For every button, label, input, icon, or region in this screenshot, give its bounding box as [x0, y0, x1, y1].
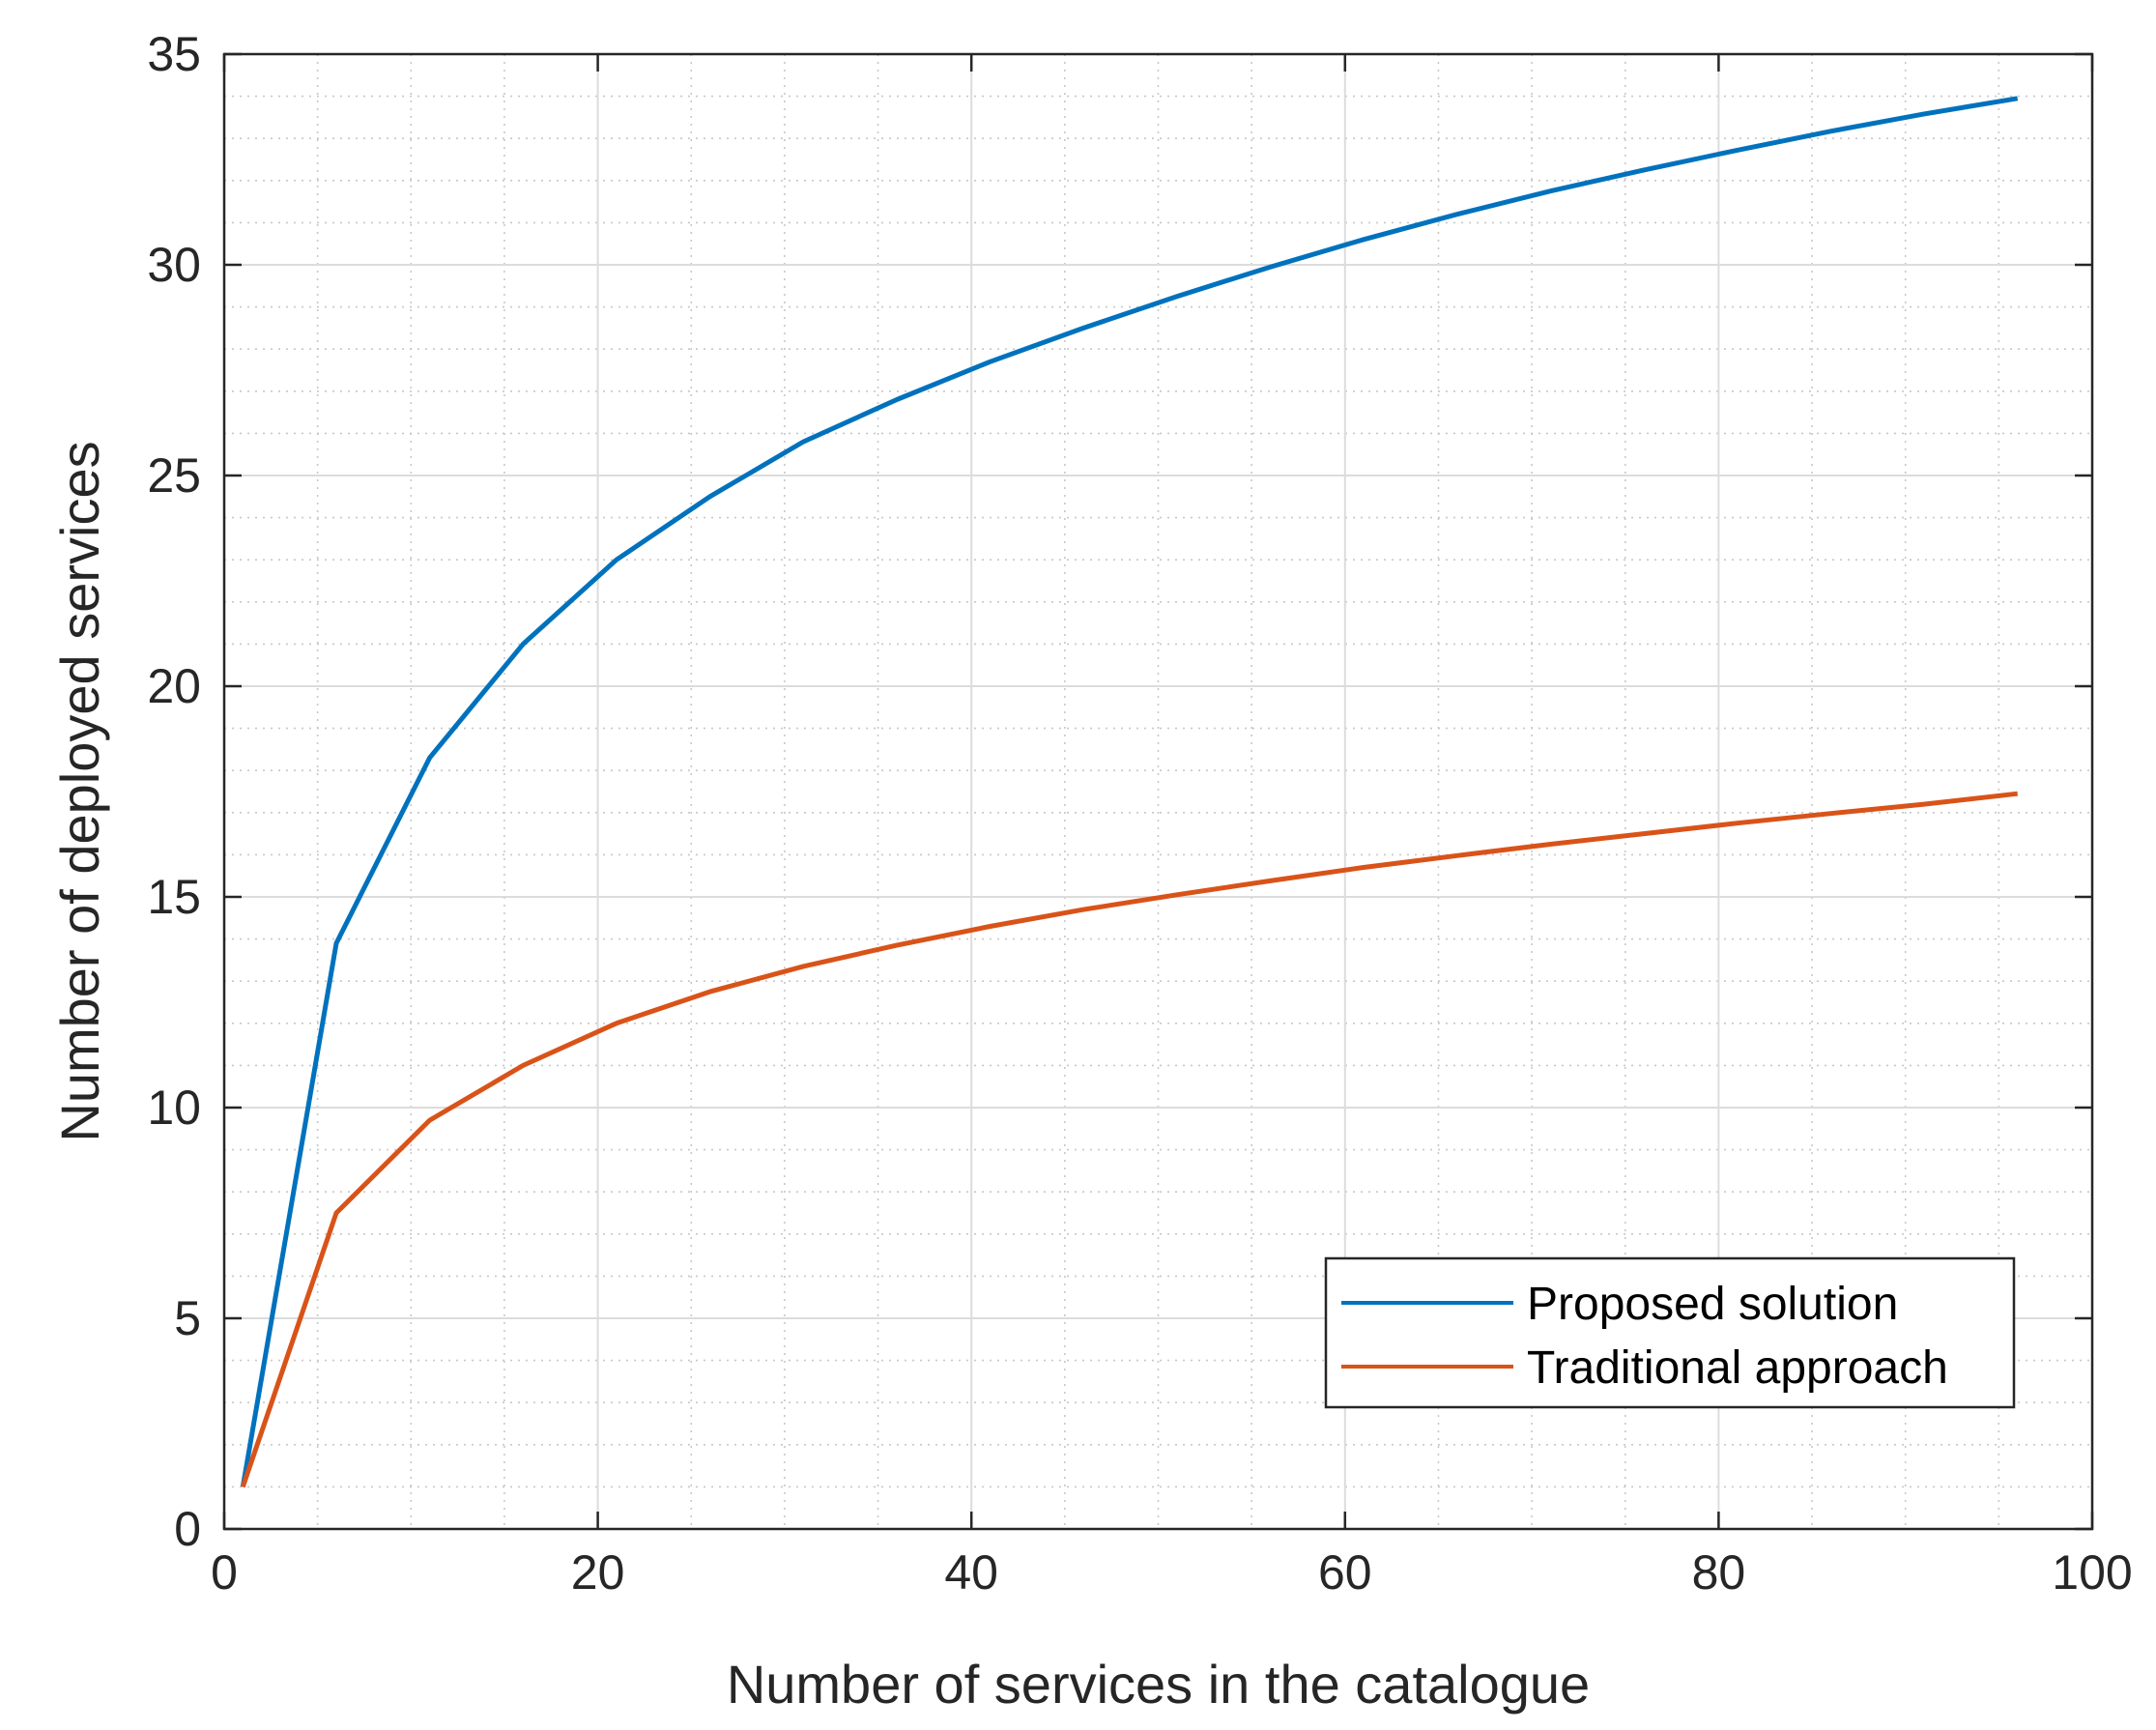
series-layer [240, 96, 2019, 1488]
series-line-proposed-solution [240, 96, 2019, 1487]
y-tick-label: 15 [147, 870, 201, 924]
legend: Proposed solution Traditional approach [1324, 1256, 2016, 1409]
y-tick-label: 10 [147, 1081, 201, 1135]
y-tick-label: 25 [147, 448, 201, 503]
y-tick-label: 5 [174, 1291, 201, 1345]
y-axis-title: Number of deployed services [49, 441, 110, 1141]
x-axis-title: Number of services in the catalogue [727, 1654, 1590, 1715]
legend-label-traditional-approach: Traditional approach [1527, 1342, 1948, 1394]
axes-box [222, 52, 2094, 1531]
legend-box [1324, 1256, 2016, 1409]
x-tick-label: 0 [211, 1545, 238, 1600]
y-tick-label: 30 [147, 238, 201, 292]
x-tick-label: 80 [1692, 1545, 1746, 1600]
y-tick-labels: 0 5 10 15 20 25 30 35 [147, 27, 201, 1556]
x-tick-label: 40 [944, 1545, 998, 1600]
x-tick-label: 20 [571, 1545, 625, 1600]
x-tick-label: 100 [2052, 1545, 2132, 1600]
tick-marks [222, 52, 2094, 1531]
y-tick-label: 20 [147, 659, 201, 713]
y-tick-label: 0 [174, 1502, 201, 1556]
y-tick-label: 35 [147, 27, 201, 81]
legend-label-proposed-solution: Proposed solution [1527, 1279, 1898, 1330]
series-line-traditional-approach [240, 791, 2018, 1488]
x-tick-label: 60 [1318, 1545, 1372, 1600]
x-tick-labels: 0 20 40 60 80 100 [211, 1545, 2133, 1600]
